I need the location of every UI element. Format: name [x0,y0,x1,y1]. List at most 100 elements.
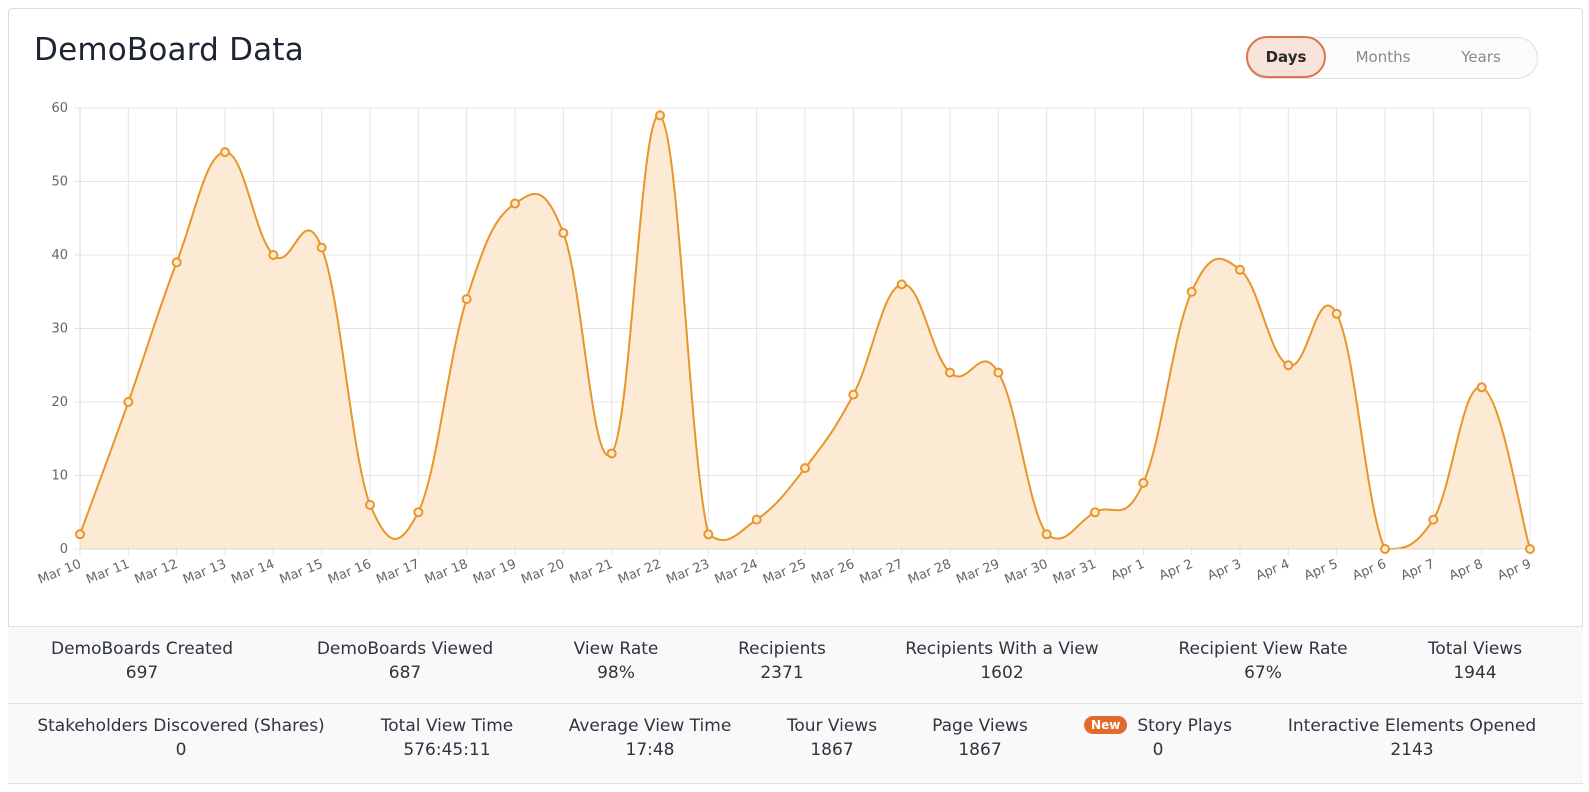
stat-value: 0 [175,740,187,760]
x-tick-label: Mar 11 [84,557,132,588]
stat-label-row: New Story Plays [1084,716,1232,736]
x-tick-label: Apr 6 [1351,557,1389,584]
data-point [703,529,714,540]
stat-interactive-elements-opened: Interactive Elements Opened 2143 [1288,716,1536,760]
y-tick-label: 0 [60,542,68,557]
data-point [461,294,472,305]
data-point [365,499,375,510]
y-tick-label: 40 [51,248,68,263]
data-point [268,250,279,260]
stat-label: Total View Time [380,716,514,736]
x-tick-label: Mar 30 [1003,557,1051,588]
y-tick-label: 50 [51,175,68,190]
stat-value: 1867 [810,740,854,760]
stat-label: Average View Time [568,716,732,736]
range-toggle: Days Months Years [1246,36,1538,79]
stat-label: Recipients [738,639,826,659]
stat-label: View Rate [573,639,659,659]
x-tick-label: Mar 20 [519,557,567,588]
x-tick-label: Mar 10 [36,557,84,588]
x-tick-label: Apr 7 [1399,557,1437,584]
stat-value: 697 [125,663,159,683]
x-tick-label: Mar 18 [423,557,471,588]
y-tick-label: 60 [51,101,68,116]
stat-label: Tour Views [786,716,878,736]
x-tick-label: Mar 26 [809,557,857,588]
stats-row-secondary: Stakeholders Discovered (Shares) 0 Total… [8,703,1583,784]
data-point [171,257,182,268]
stat-label: Total Views [1427,639,1523,659]
range-years-button[interactable]: Years [1461,48,1501,66]
data-point [1138,477,1149,488]
stat-recipients-with-view: Recipients With a View 1602 [905,639,1098,683]
x-tick-label: Mar 14 [229,557,277,588]
stat-story-plays: New Story Plays 0 [1084,716,1232,760]
x-tick-label: Mar 16 [326,557,374,588]
stat-value: 2143 [1390,740,1434,760]
x-tick-label: Mar 17 [374,557,422,588]
data-point [1235,264,1245,275]
data-point [945,367,955,378]
x-tick-label: Mar 12 [133,557,181,588]
stat-value: 2371 [760,663,804,683]
stat-label: Interactive Elements Opened [1287,716,1537,736]
stat-value: 1944 [1453,663,1497,683]
data-point [1186,286,1197,297]
stat-stakeholders-discovered: Stakeholders Discovered (Shares) 0 [37,716,324,760]
data-point [800,463,810,474]
stat-average-view-time: Average View Time 17:48 [569,716,732,760]
stat-demoboards-created: DemoBoards Created 697 [51,639,233,683]
x-tick-label: Mar 27 [858,557,906,588]
x-tick-label: Apr 4 [1254,557,1292,584]
y-tick-label: 10 [51,469,68,484]
stat-value: 0 [1152,740,1164,760]
stat-value: 17:48 [625,740,675,760]
data-point [413,507,424,518]
x-tick-label: Apr 1 [1109,557,1147,584]
stat-value: 1602 [980,663,1024,683]
stat-value: 687 [388,663,422,683]
data-point [1380,544,1390,554]
data-point [1283,360,1294,371]
stat-value: 98% [597,663,635,683]
x-tick-label: Mar 24 [713,557,761,588]
stat-page-views: Page Views 1867 [932,716,1028,760]
data-point [848,389,859,400]
x-tick-label: Apr 3 [1206,557,1244,584]
new-badge: New [1084,716,1128,734]
stat-total-views: Total Views 1944 [1428,639,1522,683]
x-tick-label: Apr 5 [1302,557,1340,584]
x-tick-label: Mar 25 [761,557,809,588]
stat-value: 1867 [958,740,1002,760]
data-point [1331,308,1342,319]
data-point [1041,529,1052,540]
y-tick-label: 30 [51,322,68,337]
stat-value: 576:45:11 [403,740,491,760]
x-tick-label: Apr 8 [1447,557,1485,584]
data-point [606,448,617,459]
stat-demoboards-viewed: DemoBoards Viewed 687 [317,639,493,683]
y-tick-label: 20 [51,395,68,410]
data-point [1428,514,1439,525]
x-tick-label: Mar 15 [278,557,326,588]
stat-recipients: Recipients 2371 [738,639,826,683]
stat-label: DemoBoards Created [50,639,234,659]
x-tick-label: Apr 9 [1496,557,1534,584]
x-tick-label: Mar 21 [568,557,616,588]
data-point [558,227,569,238]
stats-row-primary: DemoBoards Created 697 DemoBoards Viewed… [8,626,1583,703]
data-point [123,397,134,407]
x-tick-label: Mar 13 [181,557,229,588]
x-tick-label: Mar 29 [954,557,1002,588]
x-tick-label: Mar 31 [1051,557,1099,588]
data-point [220,147,230,158]
stat-label: Page Views [932,716,1028,736]
range-months-button[interactable]: Months [1355,48,1411,66]
stat-recipient-view-rate: Recipient View Rate 67% [1178,639,1347,683]
x-tick-label: Mar 19 [471,557,519,588]
x-tick-label: Mar 23 [664,557,712,588]
data-point [1090,507,1100,518]
range-days-button[interactable]: Days [1246,36,1326,78]
stat-label: Stakeholders Discovered (Shares) [37,716,325,736]
